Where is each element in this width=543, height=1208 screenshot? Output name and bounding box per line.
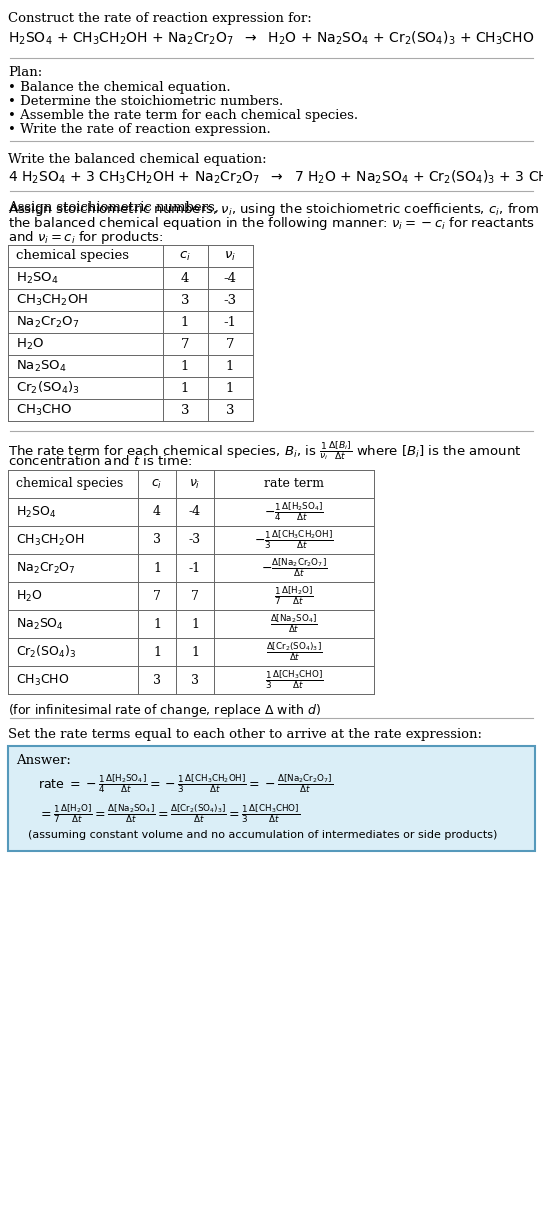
Text: 1: 1 — [191, 645, 199, 658]
Text: 4: 4 — [153, 505, 161, 518]
Text: $\mathregular{H_2SO_4}$ + $\mathregular{CH_3CH_2OH}$ + $\mathregular{Na_2Cr_2O_7: $\mathregular{H_2SO_4}$ + $\mathregular{… — [8, 30, 534, 47]
Text: $\mathregular{Cr_2(SO_4)_3}$: $\mathregular{Cr_2(SO_4)_3}$ — [16, 381, 80, 396]
Text: $\mathregular{H_2SO_4}$: $\mathregular{H_2SO_4}$ — [16, 505, 56, 519]
Text: Plan:: Plan: — [8, 66, 42, 79]
Text: $\frac{1}{7}\frac{\Delta[\mathregular{H_2O}]}{\Delta t}$: $\frac{1}{7}\frac{\Delta[\mathregular{H_… — [274, 585, 314, 608]
Text: Answer:: Answer: — [16, 754, 71, 767]
Text: Construct the rate of reaction expression for:: Construct the rate of reaction expressio… — [8, 12, 312, 25]
Text: $\mathregular{H_2O}$: $\mathregular{H_2O}$ — [16, 337, 44, 352]
Text: 1: 1 — [153, 617, 161, 631]
Text: 3: 3 — [181, 294, 190, 307]
Text: • Determine the stoichiometric numbers.: • Determine the stoichiometric numbers. — [8, 95, 283, 108]
Text: • Assemble the rate term for each chemical species.: • Assemble the rate term for each chemic… — [8, 109, 358, 122]
Text: • Balance the chemical equation.: • Balance the chemical equation. — [8, 81, 231, 94]
Text: $\nu_i$: $\nu_i$ — [190, 477, 201, 490]
Text: Set the rate terms equal to each other to arrive at the rate expression:: Set the rate terms equal to each other t… — [8, 728, 482, 741]
Text: Assign stoichiometric numbers, $\nu_i$, using the stoichiometric coefficients, $: Assign stoichiometric numbers, $\nu_i$, … — [8, 201, 539, 217]
Text: 1: 1 — [153, 645, 161, 658]
Text: 1: 1 — [181, 382, 189, 395]
Text: $c_i$: $c_i$ — [179, 249, 191, 262]
Text: Assign stoichiometric numbers,: Assign stoichiometric numbers, — [8, 201, 223, 214]
Text: $\mathregular{H_2O}$: $\mathregular{H_2O}$ — [16, 588, 42, 604]
Text: $\mathregular{H_2SO_4}$: $\mathregular{H_2SO_4}$ — [16, 271, 59, 285]
Text: -3: -3 — [223, 294, 237, 307]
Text: $\mathregular{CH_3CHO}$: $\mathregular{CH_3CHO}$ — [16, 673, 70, 687]
Text: $\frac{1}{3}\frac{\Delta[\mathregular{CH_3CHO}]}{\Delta t}$: $\frac{1}{3}\frac{\Delta[\mathregular{CH… — [265, 669, 323, 691]
Text: $\nu_i$: $\nu_i$ — [224, 249, 236, 262]
Text: 7: 7 — [226, 337, 234, 350]
Text: $\mathregular{Na_2SO_4}$: $\mathregular{Na_2SO_4}$ — [16, 359, 67, 373]
Text: -3: -3 — [189, 534, 201, 546]
Text: $\mathregular{Cr_2(SO_4)_3}$: $\mathregular{Cr_2(SO_4)_3}$ — [16, 644, 77, 660]
Text: rate term: rate term — [264, 477, 324, 490]
Text: (for infinitesimal rate of change, replace $\Delta$ with $d$): (for infinitesimal rate of change, repla… — [8, 702, 321, 719]
Text: -1: -1 — [224, 315, 237, 329]
Text: Write the balanced chemical equation:: Write the balanced chemical equation: — [8, 153, 267, 165]
Text: rate $= -\frac{1}{4}\frac{\Delta[\mathregular{H_2SO_4}]}{\Delta t} = -\frac{1}{3: rate $= -\frac{1}{4}\frac{\Delta[\mathre… — [38, 772, 333, 795]
Text: chemical species: chemical species — [16, 477, 123, 490]
Text: 4 $\mathregular{H_2SO_4}$ + 3 $\mathregular{CH_3CH_2OH}$ + $\mathregular{Na_2Cr_: 4 $\mathregular{H_2SO_4}$ + 3 $\mathregu… — [8, 169, 543, 186]
Text: $\mathregular{Na_2Cr_2O_7}$: $\mathregular{Na_2Cr_2O_7}$ — [16, 314, 79, 330]
Text: 4: 4 — [181, 272, 189, 285]
Text: (assuming constant volume and no accumulation of intermediates or side products): (assuming constant volume and no accumul… — [28, 830, 497, 840]
Text: 3: 3 — [226, 403, 234, 417]
Text: 1: 1 — [226, 382, 234, 395]
Text: 1: 1 — [181, 360, 189, 372]
Text: $\mathregular{Na_2Cr_2O_7}$: $\mathregular{Na_2Cr_2O_7}$ — [16, 561, 76, 575]
Text: 3: 3 — [153, 534, 161, 546]
Text: concentration and $t$ is time:: concentration and $t$ is time: — [8, 454, 192, 467]
Text: The rate term for each chemical species, $B_i$, is $\frac{1}{\nu_i}\frac{\Delta[: The rate term for each chemical species,… — [8, 439, 521, 461]
Text: 3: 3 — [191, 674, 199, 686]
Text: $\mathregular{CH_3CH_2OH}$: $\mathregular{CH_3CH_2OH}$ — [16, 533, 84, 547]
Text: 7: 7 — [153, 590, 161, 603]
Text: chemical species: chemical species — [16, 250, 129, 262]
Text: 3: 3 — [181, 403, 190, 417]
Text: $c_i$: $c_i$ — [151, 477, 163, 490]
Text: $= \frac{1}{7}\frac{\Delta[\mathregular{H_2O}]}{\Delta t} = \frac{\Delta[\mathre: $= \frac{1}{7}\frac{\Delta[\mathregular{… — [38, 802, 300, 825]
Text: -4: -4 — [189, 505, 201, 518]
Text: $-\frac{\Delta[\mathregular{Na_2Cr_2O_7}]}{\Delta t}$: $-\frac{\Delta[\mathregular{Na_2Cr_2O_7}… — [261, 557, 327, 580]
Text: 1: 1 — [191, 617, 199, 631]
Text: $\frac{\Delta[\mathregular{Cr_2(SO_4)_3}]}{\Delta t}$: $\frac{\Delta[\mathregular{Cr_2(SO_4)_3}… — [266, 640, 322, 663]
Text: $\mathregular{CH_3CH_2OH}$: $\mathregular{CH_3CH_2OH}$ — [16, 292, 88, 308]
Text: -4: -4 — [224, 272, 237, 285]
Text: • Write the rate of reaction expression.: • Write the rate of reaction expression. — [8, 123, 271, 137]
Text: $\mathregular{Na_2SO_4}$: $\mathregular{Na_2SO_4}$ — [16, 616, 64, 632]
Text: 3: 3 — [153, 674, 161, 686]
Text: $-\frac{1}{3}\frac{\Delta[\mathregular{CH_3CH_2OH}]}{\Delta t}$: $-\frac{1}{3}\frac{\Delta[\mathregular{C… — [254, 529, 334, 551]
Text: $\mathregular{CH_3CHO}$: $\mathregular{CH_3CHO}$ — [16, 402, 73, 418]
Bar — [8, 747, 535, 850]
Text: 1: 1 — [181, 315, 189, 329]
Text: 1: 1 — [153, 562, 161, 575]
Text: 7: 7 — [191, 590, 199, 603]
Text: the balanced chemical equation in the following manner: $\nu_i = -c_i$ for react: the balanced chemical equation in the fo… — [8, 215, 535, 232]
Text: $-\frac{1}{4}\frac{\Delta[\mathregular{H_2SO_4}]}{\Delta t}$: $-\frac{1}{4}\frac{\Delta[\mathregular{H… — [264, 500, 324, 523]
Text: $\frac{\Delta[\mathregular{Na_2SO_4}]}{\Delta t}$: $\frac{\Delta[\mathregular{Na_2SO_4}]}{\… — [270, 612, 318, 635]
Text: 1: 1 — [226, 360, 234, 372]
Text: -1: -1 — [189, 562, 201, 575]
Text: and $\nu_i = c_i$ for products:: and $\nu_i = c_i$ for products: — [8, 230, 163, 246]
Text: 7: 7 — [181, 337, 190, 350]
